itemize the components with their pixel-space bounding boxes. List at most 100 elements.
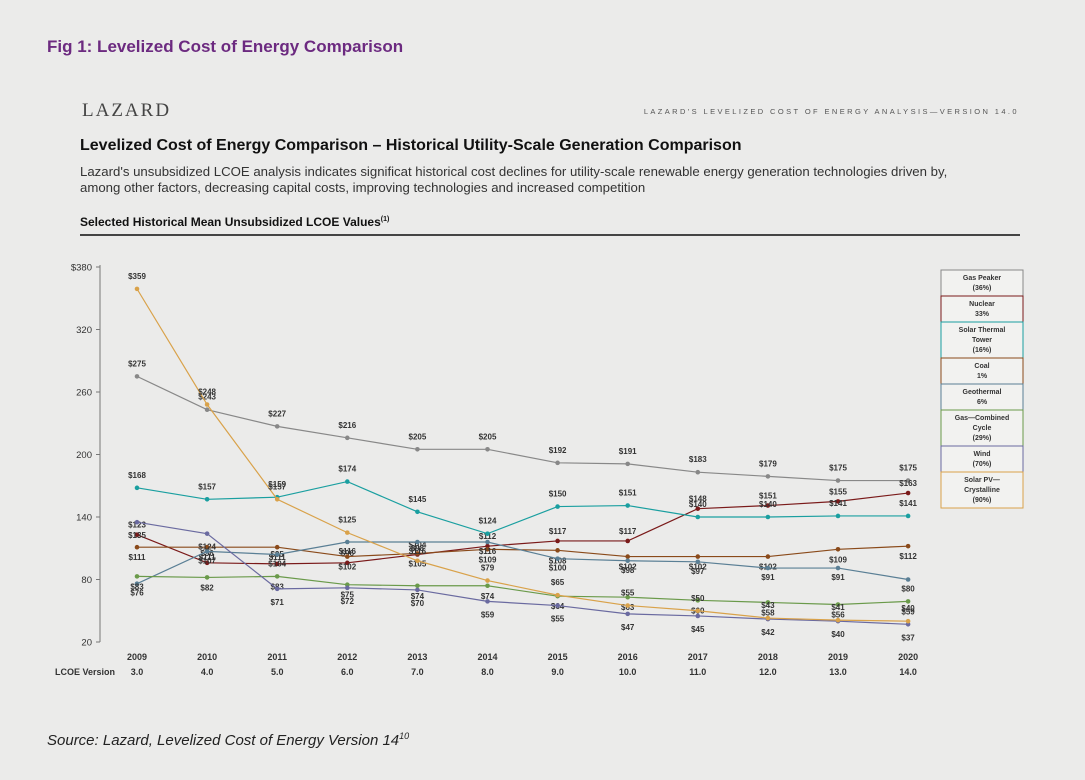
data-label: $107	[198, 556, 216, 565]
source-text: Source: Lazard, Levelized Cost of Energy…	[47, 732, 400, 749]
data-point	[555, 460, 560, 466]
x-tick-label: 2019	[828, 652, 848, 662]
data-label: $163	[899, 479, 917, 488]
x-tick-label: 2015	[548, 652, 568, 662]
series-line	[136, 492, 909, 565]
data-point	[345, 585, 350, 591]
data-point	[204, 402, 210, 407]
legend-item	[940, 445, 1024, 473]
data-label: $191	[619, 447, 637, 456]
data-point	[625, 554, 630, 559]
data-point	[485, 578, 490, 583]
data-label: $157	[268, 482, 286, 491]
legend-label: Gas Peaker	[963, 275, 1001, 282]
legend-label: (70%)	[973, 461, 992, 468]
section-rule	[80, 234, 1020, 236]
data-label: $50	[691, 594, 705, 603]
data-label: $151	[759, 492, 777, 501]
data-label: $140	[759, 500, 777, 509]
legend-label: Solar PV—	[964, 477, 1000, 484]
data-label: $175	[899, 464, 917, 473]
data-point	[134, 485, 140, 491]
section-label-text: Selected Historical Mean Unsubsidized LC…	[80, 215, 381, 229]
data-label: $65	[551, 578, 565, 587]
data-label: $116	[339, 547, 357, 556]
data-point	[485, 599, 490, 604]
data-point	[274, 574, 280, 579]
x-tick-label: 2012	[337, 652, 357, 662]
data-label: $59	[481, 610, 495, 619]
data-label: $205	[409, 432, 427, 441]
data-label: $145	[409, 495, 427, 504]
version-tick-label: 13.0	[829, 667, 847, 677]
data-point	[765, 474, 771, 479]
data-label: $37	[901, 633, 915, 642]
section-label: Selected Historical Mean Unsubsidized LC…	[80, 215, 389, 229]
data-label: $98	[411, 544, 425, 553]
data-label: $111	[269, 553, 286, 562]
data-point	[695, 613, 701, 619]
data-label: $97	[691, 567, 705, 576]
data-point	[204, 575, 210, 580]
version-tick-label: 5.0	[271, 667, 284, 677]
data-point	[134, 574, 140, 579]
data-point	[134, 544, 140, 550]
data-point	[695, 469, 701, 475]
legend-item	[940, 471, 1024, 509]
data-point	[695, 514, 701, 520]
data-label: $80	[901, 585, 915, 594]
x-tick-label: 2013	[407, 652, 427, 662]
data-label: $71	[271, 598, 285, 607]
series-line	[136, 575, 909, 606]
data-label: $248	[198, 388, 216, 397]
data-point	[274, 496, 280, 502]
data-point	[905, 577, 911, 582]
data-point	[625, 503, 630, 508]
data-point	[625, 558, 630, 564]
data-point	[555, 538, 560, 544]
legend-label: Gas—Combined	[955, 415, 1009, 422]
data-label: $40	[831, 630, 845, 639]
data-label: $104	[409, 541, 427, 550]
y-tick-label: 140	[76, 513, 92, 524]
section-label-footnote: (1)	[380, 216, 390, 223]
data-point	[905, 543, 911, 549]
data-label: $75	[341, 591, 355, 600]
data-label: $111	[199, 553, 216, 562]
data-point	[905, 478, 911, 483]
data-label: $275	[128, 359, 146, 368]
x-tick-label: 2020	[898, 652, 918, 662]
legend-label: 33%	[975, 311, 990, 318]
data-point	[415, 583, 420, 589]
data-label: $91	[761, 573, 775, 582]
data-point	[274, 586, 280, 592]
data-label: $56	[831, 611, 845, 620]
series-line	[136, 288, 909, 622]
data-label: $47	[621, 623, 635, 632]
data-point	[625, 538, 630, 544]
figure-title: Fig 1: Levelized Cost of Energy Comparis…	[47, 37, 404, 56]
data-point	[274, 561, 280, 567]
data-label: $74	[481, 592, 495, 601]
source-note: Source: Lazard, Levelized Cost of Energy…	[47, 731, 409, 749]
data-label: $125	[338, 516, 356, 525]
legend-item	[940, 321, 1024, 359]
y-tick-label: 80	[81, 575, 92, 586]
data-point	[345, 554, 350, 559]
data-point	[134, 519, 140, 525]
data-label: $79	[481, 564, 495, 573]
data-point	[204, 407, 210, 413]
series-line	[136, 541, 909, 585]
x-tick-label: 2014	[477, 652, 497, 662]
legend-label: Coal	[974, 363, 989, 370]
data-point	[485, 531, 490, 536]
version-tick-label: 12.0	[759, 667, 777, 677]
data-label: $112	[479, 532, 497, 541]
data-point	[345, 479, 350, 484]
data-point	[204, 531, 210, 536]
source-footnote: 10	[399, 731, 410, 741]
data-label: $205	[479, 432, 497, 441]
data-label: $43	[761, 601, 775, 610]
data-label: $174	[338, 465, 356, 474]
data-point	[204, 496, 210, 502]
